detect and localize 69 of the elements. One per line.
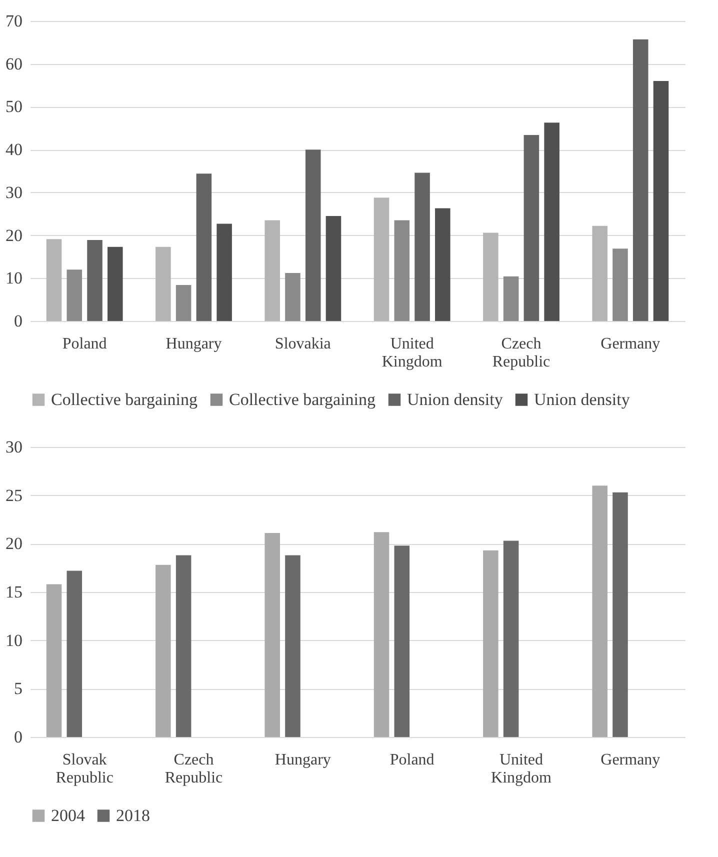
y-tick-label: 30: [6, 182, 22, 202]
y-tick-label: 30: [6, 438, 22, 456]
bar: [612, 492, 628, 737]
y-tick-label: 20: [6, 226, 22, 245]
bar: [87, 240, 102, 321]
x-tick-label: Germany: [600, 336, 660, 352]
bar: [374, 532, 390, 737]
bar: [156, 246, 171, 321]
x-tick-label: Hungary: [166, 336, 222, 352]
y-tick-label: 0: [14, 312, 22, 330]
bar: [326, 216, 342, 321]
bar: [414, 172, 430, 321]
bar: [435, 208, 450, 321]
x-tick-label: Germany: [600, 752, 660, 768]
bar: [176, 285, 192, 321]
y-tick-label: 60: [6, 54, 22, 74]
legend-label: Collective bargaining: [51, 390, 198, 409]
bar: [544, 122, 560, 321]
y-tick-label: 50: [6, 97, 22, 116]
bar: [176, 555, 192, 737]
y-tick-label: 20: [6, 534, 22, 554]
y-tick-label: 15: [6, 582, 22, 602]
x-tick-label: Slovakia: [274, 336, 331, 352]
legend-label: Union density: [534, 390, 630, 409]
bar: [612, 248, 628, 321]
bar: [632, 39, 648, 321]
bar: [394, 220, 410, 321]
bar: [305, 150, 321, 321]
y-tick-label: 0: [14, 728, 22, 746]
bar: [483, 232, 498, 321]
bar: [394, 546, 410, 737]
x-tick-label: Czech Republic: [492, 336, 550, 370]
y-tick-label: 40: [6, 140, 22, 160]
x-tick-label: Slovak Republic: [56, 752, 114, 786]
bar: [503, 540, 519, 737]
bar: [285, 555, 300, 737]
x-tick-label: Czech Republic: [164, 752, 223, 786]
bar: [524, 135, 540, 321]
y-tick-label: 5: [14, 679, 22, 698]
x-tick-label: United Kingdom: [491, 752, 552, 786]
x-tick-label: Hungary: [274, 752, 331, 768]
bar: [156, 564, 171, 737]
bar: [66, 270, 82, 321]
legend-label: Collective bargaining: [229, 390, 376, 409]
legend-label: Union density: [407, 390, 504, 409]
x-tick-label: Poland: [62, 336, 107, 352]
bar: [653, 81, 669, 321]
bar: [66, 570, 82, 737]
bar: [264, 533, 280, 737]
bar: [108, 246, 123, 321]
bar: [592, 486, 608, 737]
y-tick-label: 10: [6, 630, 22, 650]
bar: [46, 584, 62, 737]
legend-label: 2004: [51, 806, 86, 825]
y-tick-label: 10: [6, 268, 22, 288]
bar: [592, 226, 608, 321]
x-tick-label: Poland: [390, 752, 434, 768]
x-tick-label: United Kingdom: [382, 336, 443, 370]
bar: [46, 239, 62, 321]
bar: [503, 276, 519, 321]
y-tick-label: 70: [6, 12, 22, 30]
bar: [285, 273, 300, 321]
y-tick-label: 25: [6, 486, 22, 505]
bar: [216, 224, 232, 321]
bar: [264, 220, 280, 321]
bar: [483, 550, 498, 737]
bar: [374, 198, 390, 321]
legend-label: 2018: [116, 806, 150, 825]
bar: [196, 174, 212, 321]
